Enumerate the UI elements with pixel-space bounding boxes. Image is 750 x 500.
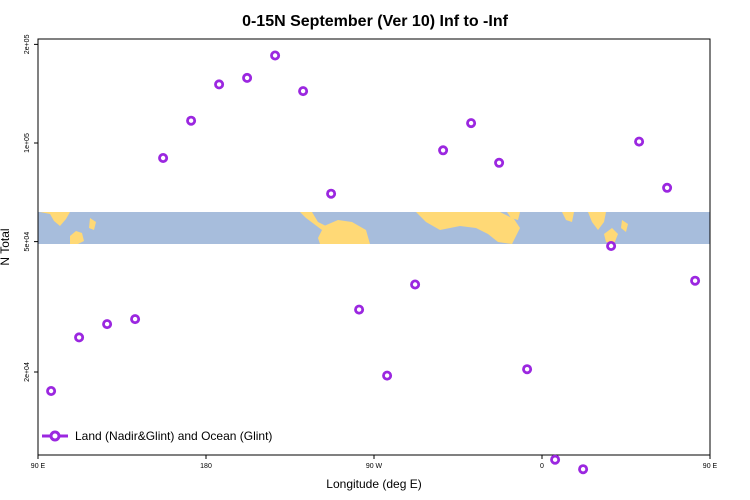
data-point (298, 86, 309, 97)
data-point (130, 314, 141, 325)
data-point (74, 332, 85, 343)
data-point (46, 385, 57, 396)
data-point (102, 319, 113, 330)
data-point (494, 157, 505, 168)
x-tick-label: 90 E (703, 463, 718, 470)
data-point (438, 145, 449, 156)
x-tick-label: 180 (200, 463, 212, 470)
land-borneo-3 (604, 228, 618, 244)
data-point (186, 115, 197, 126)
land-africa (416, 212, 520, 244)
land-philippines (621, 220, 628, 232)
chart-title: 0-15N September (Ver 10) Inf to -Inf (242, 13, 509, 30)
land-central-america (300, 212, 326, 230)
data-point (550, 454, 561, 465)
data-point (326, 188, 337, 199)
x-tick-label: 90 E (31, 463, 46, 470)
y-tick-label: 2e+05 (24, 34, 31, 54)
legend-label: Land (Nadir&Glint) and Ocean (Glint) (75, 429, 272, 443)
data-point (634, 136, 645, 147)
y-tick-label: 2e+04 (24, 362, 31, 382)
data-point (662, 182, 673, 193)
x-tick-label: 90 W (366, 463, 383, 470)
land-india (562, 212, 574, 222)
land-asia-south (40, 212, 70, 226)
land-borneo (70, 231, 84, 244)
data-point (578, 464, 589, 475)
data-point (214, 79, 225, 90)
y-tick-label: 1e+05 (24, 133, 31, 153)
land-indochina (588, 212, 606, 230)
data-point (690, 275, 701, 286)
data-point (466, 118, 477, 129)
data-point (354, 304, 365, 315)
data-point (410, 279, 421, 290)
map-band (38, 212, 710, 244)
y-axis-label: N Total (0, 228, 12, 265)
data-point (158, 152, 169, 163)
data-point (522, 364, 533, 375)
land-arabia (507, 212, 520, 220)
y-tick-label: 5e+04 (24, 232, 31, 252)
data-point (242, 72, 253, 83)
data-point (270, 50, 281, 61)
legend: Land (Nadir&Glint) and Ocean (Glint) (42, 429, 272, 443)
x-axis-label: Longitude (deg E) (326, 477, 421, 491)
land-south-america (318, 220, 370, 244)
legend-marker (49, 430, 61, 442)
x-tick-label: 0 (540, 463, 544, 470)
land-borneo-2 (89, 218, 96, 230)
data-points (46, 50, 701, 475)
data-point (606, 240, 617, 251)
y-axis: 2e+04 5e+04 1e+05 2e+05 (24, 34, 38, 382)
data-point (382, 370, 393, 381)
